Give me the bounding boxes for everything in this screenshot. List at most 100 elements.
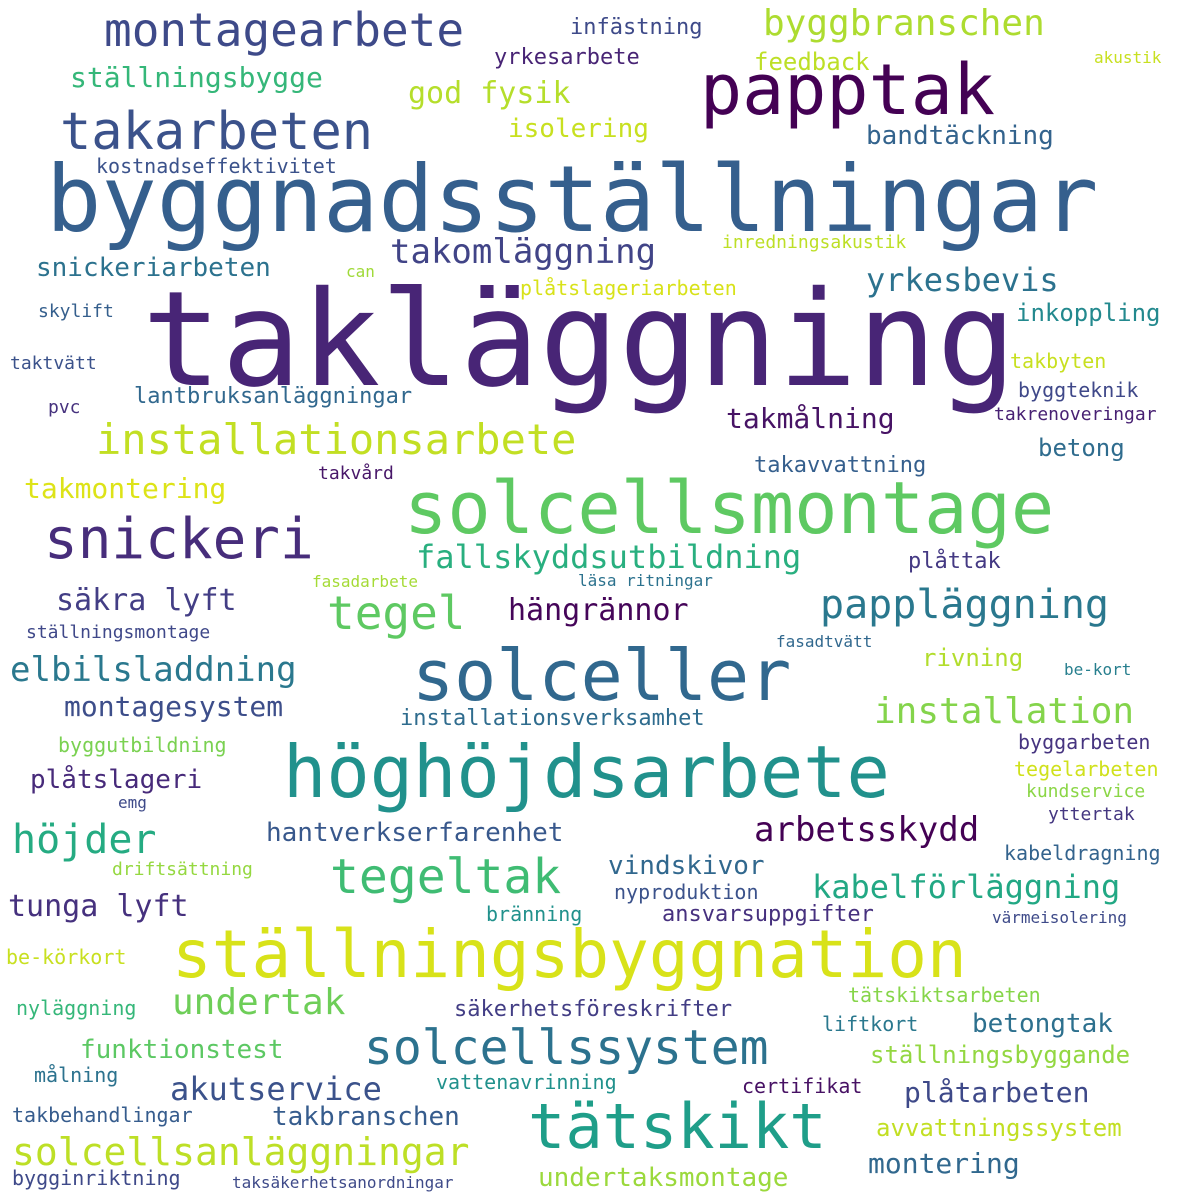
word: ställningsmontage	[26, 622, 211, 643]
word: takläggning	[142, 263, 1017, 417]
word: elbilsladdning	[10, 650, 297, 690]
word: installationsverksamhet	[400, 706, 705, 731]
word: takvård	[318, 463, 394, 484]
word: bandtäckning	[866, 121, 1054, 151]
word: taksäkerhetsanordningar	[232, 1173, 454, 1192]
word: fallskyddsutbildning	[416, 538, 802, 576]
word: kabeldragning	[1004, 841, 1161, 865]
word: tätskiktsarbeten	[848, 983, 1041, 1007]
word: solceller	[412, 635, 792, 717]
word: takmontering	[24, 472, 227, 505]
word: nyläggning	[16, 996, 137, 1020]
word: plåtslageri	[30, 765, 203, 795]
word: feedback	[754, 48, 870, 76]
word: byggutbildning	[58, 733, 227, 757]
word: kostnadseffektivitet	[96, 154, 337, 178]
word: takbranschen	[272, 1102, 460, 1132]
word: yttertak	[1048, 804, 1135, 825]
word: värmeisolering	[992, 908, 1127, 927]
word: isolering	[508, 114, 649, 144]
word: yrkesbevis	[866, 261, 1059, 299]
word: tunga lyft	[8, 889, 189, 924]
word: bränning	[486, 902, 583, 926]
word: fasadtvätt	[776, 632, 873, 651]
word: målning	[34, 1063, 119, 1087]
word: installationsarbete	[96, 415, 577, 464]
word: vattenavrinning	[436, 1070, 617, 1094]
word: papptak	[700, 49, 996, 131]
word: inkoppling	[1016, 299, 1161, 327]
word: yrkesarbete	[494, 45, 640, 70]
word: bygginriktning	[12, 1166, 181, 1190]
word: takrenoveringar	[994, 404, 1157, 425]
word: nyproduktion	[614, 880, 759, 904]
word: certifikat	[742, 1074, 863, 1098]
word: emg	[118, 793, 147, 812]
word: takavvattning	[754, 453, 927, 478]
word: snickeriarbeten	[36, 253, 271, 283]
word: can	[346, 262, 375, 281]
word: takmålning	[726, 402, 895, 435]
word: undertaksmontage	[538, 1163, 789, 1193]
word: läsa ritningar	[578, 571, 713, 590]
word: plåtarbeten	[904, 1076, 1090, 1109]
word: infästning	[570, 15, 703, 40]
word: tegeltak	[330, 849, 562, 905]
word: tätskikt	[528, 1090, 827, 1163]
word: höghöjdsarbete	[283, 730, 890, 814]
word: akustik	[1094, 48, 1162, 67]
word: avvattningssystem	[876, 1114, 1122, 1142]
word: ansvarsuppgifter	[662, 902, 874, 927]
word: byggarbeten	[1018, 730, 1151, 754]
word: säkra lyft	[56, 583, 237, 618]
word: pappläggning	[820, 582, 1109, 628]
word: solcellsmontage	[404, 466, 1055, 550]
word: be-körkort	[6, 945, 127, 969]
word: ställningsbygge	[70, 61, 323, 94]
word: liftkort	[822, 1012, 919, 1036]
word: lantbruksanläggningar	[134, 384, 413, 409]
word: montagesystem	[64, 690, 284, 723]
word: kundservice	[1026, 781, 1146, 802]
word: skylift	[38, 301, 114, 322]
word: rivning	[922, 644, 1024, 672]
word: byggteknik	[1018, 378, 1139, 402]
word: be-kort	[1064, 660, 1132, 679]
word: kabelförläggning	[812, 868, 1121, 906]
word: pvc	[48, 397, 81, 418]
word: byggnadsställningar	[46, 146, 1099, 253]
word: inredningsakustik	[722, 232, 907, 253]
word: takbehandlingar	[12, 1103, 193, 1127]
word: plåtslageriarbeten	[520, 276, 737, 300]
word: säkerhetsföreskrifter	[454, 997, 733, 1022]
word: montering	[868, 1147, 1020, 1180]
word: ställningsbyggnation	[172, 916, 967, 993]
word: arbetsskydd	[754, 810, 980, 850]
word: fasadarbete	[312, 572, 418, 591]
word: solcellsanläggningar	[12, 1130, 470, 1174]
word: ställningsbyggande	[870, 1041, 1131, 1069]
word: byggbranschen	[763, 3, 1045, 44]
word: snickeri	[44, 507, 314, 572]
word: installation	[874, 691, 1135, 732]
word: akutservice	[170, 1070, 382, 1108]
word: hängrännor	[508, 593, 689, 628]
word: takarbeten	[60, 102, 374, 162]
word: undertak	[172, 982, 346, 1023]
word: montagearbete	[104, 3, 465, 57]
word: takbyten	[1010, 349, 1107, 373]
word: solcellssystem	[364, 1020, 769, 1076]
word: plåttak	[908, 549, 1001, 574]
word: funktionstest	[80, 1035, 284, 1065]
word: betongtak	[972, 1009, 1113, 1039]
word: betong	[1038, 434, 1125, 462]
word: tegel	[327, 586, 466, 640]
word: driftsättning	[112, 859, 253, 880]
word: höjder	[12, 817, 157, 863]
word: vindskivor	[608, 851, 765, 881]
word: taktvätt	[10, 353, 97, 374]
word: hantverkserfarenhet	[266, 818, 564, 848]
word: takomläggning	[390, 232, 657, 272]
word: god fysik	[408, 76, 571, 111]
